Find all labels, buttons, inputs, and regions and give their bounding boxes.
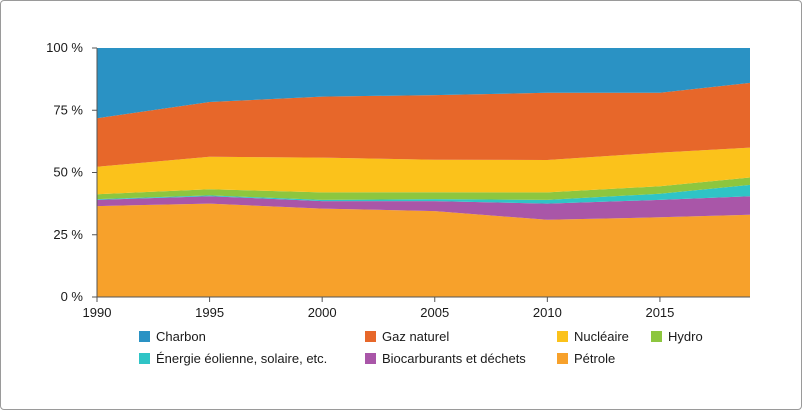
x-tick-label: 1995 (195, 305, 224, 320)
legend-label: Énergie éolienne, solaire, etc. (156, 351, 328, 366)
area-series-0 (97, 203, 750, 297)
legend-label: Gaz naturel (382, 329, 450, 344)
area-series-5 (97, 82, 750, 167)
y-tick-label: 0 % (61, 289, 84, 304)
area-series-4 (97, 147, 750, 195)
legend-item: Pétrole (557, 351, 615, 366)
y-tick-label: 50 % (53, 165, 83, 180)
x-tick-label: 2000 (308, 305, 337, 320)
x-tick-label: 2015 (645, 305, 674, 320)
legend-item: Biocarburants et déchets (365, 351, 526, 366)
y-tick-label: 100 % (46, 40, 83, 55)
legend-swatch (557, 353, 568, 364)
legend-swatch (557, 331, 568, 342)
area-series-6 (97, 48, 750, 119)
y-tick-label: 25 % (53, 227, 83, 242)
x-tick-label: 2010 (533, 305, 562, 320)
area-series-1 (97, 196, 750, 220)
legend-swatch (365, 331, 376, 342)
legend-swatch (651, 331, 662, 342)
stacked-area-chart: 0 % 25 % 50 % 75 % 100 % 1990 1995 2000 2005 2010… (46, 40, 750, 320)
legend-swatch (139, 331, 150, 342)
legend-swatch (365, 353, 376, 364)
legend-label: Nucléaire (574, 329, 629, 344)
y-tick-label: 75 % (53, 102, 83, 117)
legend-item: Énergie éolienne, solaire, etc. (139, 351, 327, 366)
x-tick-label: 1990 (83, 305, 112, 320)
area-series-2 (97, 184, 750, 204)
legend-label: Hydro (668, 329, 703, 344)
legend-swatch (139, 353, 150, 364)
x-tick-label: 2005 (420, 305, 449, 320)
legend-label: Pétrole (574, 351, 616, 366)
legend-item: Gaz naturel (365, 329, 449, 344)
legend-label: Biocarburants et déchets (382, 351, 526, 366)
legend-item: Nucléaire (557, 329, 629, 344)
legend-item: Hydro (651, 329, 703, 344)
legend-item: Charbon (139, 329, 206, 344)
legend-label: Charbon (156, 329, 206, 344)
area-series-3 (97, 177, 750, 200)
